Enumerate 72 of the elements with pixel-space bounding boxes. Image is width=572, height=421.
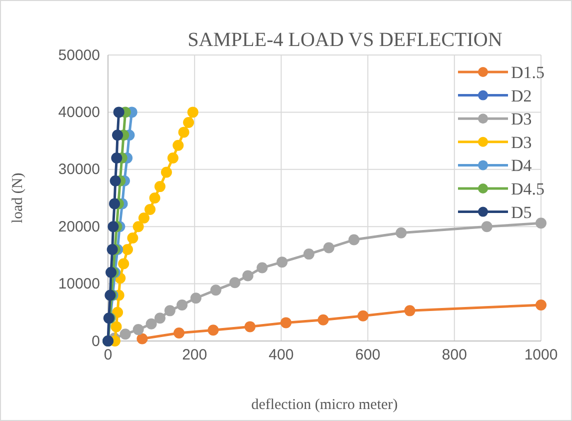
point: [229, 277, 240, 288]
point: [174, 327, 185, 338]
point: [404, 305, 416, 316]
x-axis-title: deflection (micro meter): [251, 397, 398, 413]
point: [108, 221, 119, 232]
y-tick-label: 30000: [58, 161, 100, 178]
point: [112, 306, 124, 318]
point: [481, 221, 492, 232]
x-tick-label: 0: [104, 346, 112, 364]
x-tick-label: 1000: [524, 346, 558, 364]
point: [110, 321, 122, 332]
point: [176, 299, 188, 310]
chart-title: SAMPLE-4 LOAD VS DEFLECTION: [188, 29, 502, 51]
point: [112, 130, 124, 141]
point: [138, 212, 150, 224]
point: [276, 256, 288, 268]
legend-label: D5: [511, 202, 532, 222]
point: [348, 234, 360, 246]
y-tick-label: 20000: [58, 218, 100, 236]
point: [536, 299, 546, 310]
point: [303, 248, 314, 260]
y-tick-label: 0: [92, 332, 100, 350]
point: [154, 312, 166, 324]
point: [120, 328, 131, 340]
point: [132, 221, 144, 232]
point: [118, 258, 130, 270]
legend-label: D3: [511, 110, 532, 129]
point: [536, 218, 546, 229]
point: [167, 152, 178, 164]
legend-label: D3: [511, 132, 532, 152]
y-tick-label: 40000: [58, 104, 100, 121]
x-tick-label: 600: [355, 346, 380, 364]
point: [149, 192, 160, 204]
point: [110, 175, 121, 186]
y-axis-title: load (N): [10, 172, 26, 224]
x-tick-label: 200: [182, 346, 208, 364]
point: [280, 317, 292, 328]
point: [323, 242, 334, 254]
point: [208, 324, 219, 336]
point: [144, 204, 156, 215]
legend-label: D4: [511, 156, 532, 176]
point: [113, 106, 124, 118]
point: [127, 232, 138, 244]
point: [172, 140, 184, 151]
point: [318, 314, 329, 326]
y-tick-label: 10000: [58, 276, 100, 293]
point: [178, 126, 190, 138]
point: [154, 181, 166, 192]
point: [122, 244, 133, 255]
point: [160, 166, 172, 178]
point: [136, 333, 148, 344]
point: [242, 270, 254, 282]
point: [187, 106, 198, 118]
point: [210, 284, 222, 296]
x-tick-label: 800: [442, 346, 467, 364]
point: [256, 262, 268, 274]
point: [146, 318, 157, 330]
point: [108, 198, 120, 210]
point: [164, 305, 176, 316]
point: [190, 292, 202, 304]
legend-label: D2: [511, 86, 532, 106]
point: [244, 321, 256, 332]
legend-label: D1.5: [511, 63, 545, 82]
point: [111, 152, 122, 164]
point: [132, 324, 144, 336]
point: [106, 244, 118, 255]
legend-label: D4.5: [511, 180, 545, 198]
point: [396, 227, 407, 238]
point: [183, 116, 194, 128]
y-tick-label: 50000: [58, 46, 100, 64]
x-tick-label: 400: [268, 346, 294, 364]
point: [358, 310, 369, 322]
